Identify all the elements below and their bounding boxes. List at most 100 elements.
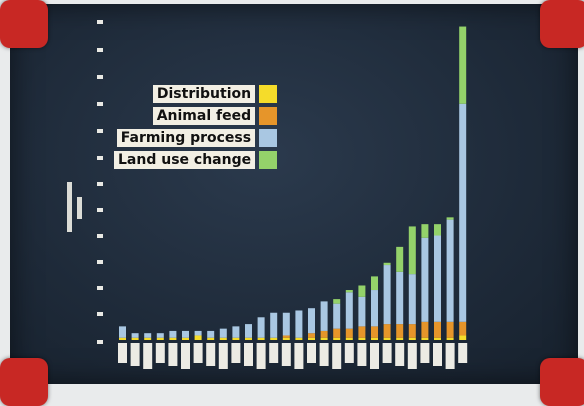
bar-20-land-use (371, 276, 378, 291)
bar-5-distribution (182, 337, 189, 340)
bar-20-farming (371, 290, 378, 327)
category-label-card-13 (281, 343, 291, 366)
y-axis-tick-12 (97, 340, 103, 344)
bar-18-farming (345, 292, 353, 329)
bar-21-distribution (383, 337, 391, 340)
y-axis-tick-10 (97, 286, 103, 290)
corner-clip-top-right (540, 0, 584, 48)
bar-14-distribution (295, 337, 303, 340)
bar-21-animal-feed (383, 324, 391, 338)
category-label-card-8 (218, 343, 228, 369)
category-label-card-4 (168, 343, 178, 366)
bar-10-distribution (245, 337, 252, 340)
bar-21-farming (383, 265, 391, 325)
bar-21-land-use (383, 262, 391, 266)
category-label-card-25 (433, 343, 442, 366)
y-axis-tick-8 (97, 234, 103, 238)
category-label-card-5 (181, 343, 190, 369)
y-axis-tick-9 (97, 260, 103, 264)
bar-0-distribution (119, 337, 126, 340)
bar-7-distribution (207, 337, 215, 340)
y-axis-tick-1 (97, 48, 103, 52)
bar-20-animal-feed (371, 326, 378, 338)
legend-label-animal-feed: Animal feed (152, 107, 256, 125)
legend-label-farming-process: Farming process (116, 129, 256, 147)
category-label-card-26 (445, 343, 455, 369)
corner-clip-top-left (0, 0, 48, 48)
bar-11-distribution (257, 337, 265, 340)
y-axis-label-card (67, 182, 72, 232)
y-axis-tick-7 (97, 208, 103, 212)
bar-23-distribution (408, 337, 416, 340)
bar-8-distribution (219, 337, 227, 340)
y-axis-label-card-small (77, 197, 82, 219)
bar-18-land-use (345, 290, 353, 293)
legend-swatch-distribution (259, 85, 278, 103)
bar-17-land-use (333, 299, 341, 304)
bar-25-land-use (434, 224, 441, 236)
category-label-card-20 (370, 343, 379, 369)
bar-26-distribution (446, 337, 454, 340)
category-label-card-27 (458, 343, 468, 363)
category-label-card-24 (420, 343, 430, 363)
y-axis-tick-4 (97, 129, 103, 133)
bar-24-land-use (421, 224, 429, 238)
bar-4-farming (169, 330, 177, 338)
bar-4-distribution (169, 337, 177, 340)
bar-18-animal-feed (345, 328, 353, 338)
bar-6-distribution (194, 335, 202, 340)
bar-17-farming (333, 303, 341, 329)
category-label-card-23 (407, 343, 417, 369)
bar-19-land-use (358, 285, 366, 297)
bar-10-farming (245, 324, 252, 338)
category-label-card-2 (143, 343, 153, 369)
category-label-card-22 (395, 343, 405, 366)
bar-24-animal-feed (421, 321, 429, 338)
legend-swatch-animal-feed (259, 107, 278, 125)
category-label-card-11 (256, 343, 266, 369)
bar-13-farming (282, 312, 290, 336)
bar-13-distribution (282, 337, 290, 340)
legend-label-land-use-change: Land use change (114, 151, 256, 169)
bar-3-farming (156, 333, 164, 338)
y-axis-tick-11 (97, 312, 103, 316)
legend-swatch-farming-process (259, 129, 278, 147)
bar-7-farming (207, 330, 215, 338)
category-label-card-1 (130, 343, 140, 366)
bar-15-distribution (308, 337, 315, 340)
bar-25-distribution (434, 337, 441, 340)
y-axis-tick-5 (97, 156, 103, 160)
category-label-card-17 (332, 343, 342, 369)
bar-16-distribution (320, 337, 328, 340)
category-label-card-7 (206, 343, 216, 366)
bar-27-land-use (459, 26, 467, 104)
y-axis-tick-6 (97, 182, 103, 186)
bar-2-distribution (144, 337, 152, 340)
legend-swatch-land-use-change (259, 151, 278, 169)
category-label-card-6 (193, 343, 203, 363)
bar-15-animal-feed (308, 333, 315, 338)
bar-1-distribution (131, 337, 139, 340)
category-label-card-0 (118, 343, 127, 363)
bar-26-land-use (446, 217, 454, 220)
bar-5-farming (182, 330, 189, 338)
bar-12-distribution (270, 337, 278, 340)
legend-item-land-use-change: Land use change (114, 151, 278, 169)
legend-item-distribution: Distribution (114, 85, 278, 103)
bar-9-farming (232, 326, 240, 338)
bar-25-animal-feed (434, 321, 441, 338)
bar-17-animal-feed (333, 328, 341, 338)
bar-22-land-use (396, 246, 404, 272)
bar-25-farming (434, 235, 441, 322)
bar-1-farming (131, 333, 139, 338)
bar-12-farming (270, 312, 278, 338)
legend-item-farming-process: Farming process (114, 129, 278, 147)
bar-15-farming (308, 308, 315, 334)
bar-23-land-use (408, 226, 416, 275)
bar-0-farming (119, 326, 126, 338)
bar-17-distribution (333, 337, 341, 340)
bar-20-distribution (371, 337, 378, 340)
bar-16-farming (320, 301, 328, 331)
bar-11-farming (257, 317, 265, 338)
